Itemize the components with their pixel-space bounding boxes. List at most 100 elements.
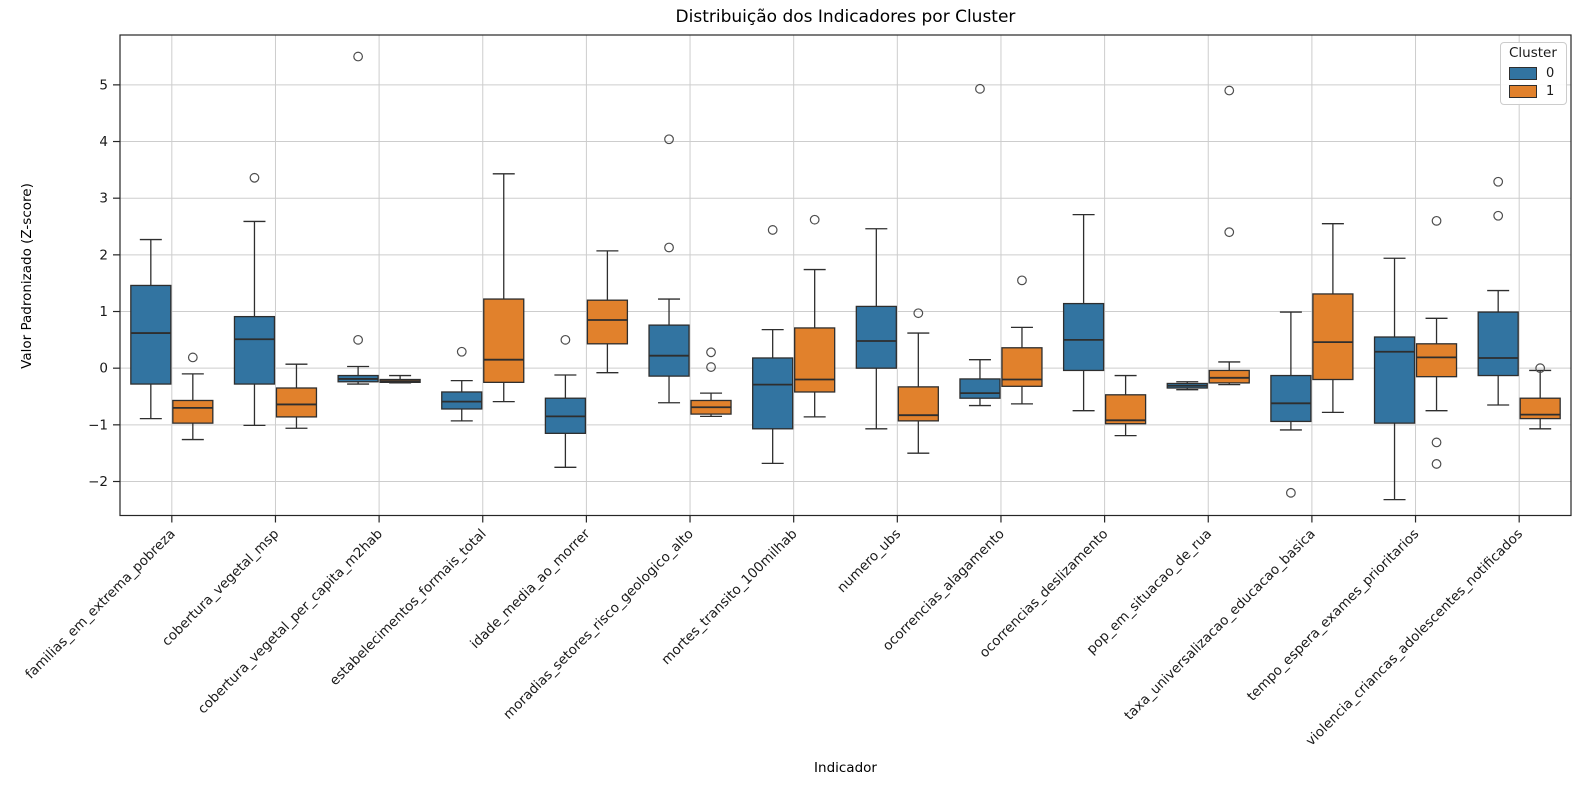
box-rect bbox=[275, 387, 318, 418]
outlier-icon bbox=[706, 347, 716, 358]
box-violencia_criancas_adolescentes_notificados-cluster-0 bbox=[1477, 176, 1519, 406]
x-tick-label: ocorrencias_alagamento bbox=[880, 526, 1008, 654]
y-tick-label: 3 bbox=[99, 191, 108, 207]
x-tick-label: cobertura_vegetal_msp bbox=[159, 526, 282, 649]
box-estabelecimentos_formais_total-cluster-1 bbox=[483, 173, 525, 403]
box-rect bbox=[1477, 311, 1519, 377]
outlier-icon bbox=[1224, 85, 1235, 96]
box-rect bbox=[648, 324, 690, 377]
box-cobertura_vegetal_msp-cluster-1 bbox=[275, 363, 318, 429]
box-rect bbox=[586, 299, 629, 345]
y-tick-label: 5 bbox=[99, 77, 108, 93]
x-tick-label: familias_em_extrema_pobreza bbox=[22, 526, 178, 682]
box-rect bbox=[752, 357, 794, 430]
x-tick-label: idade_media_ao_morrer bbox=[467, 526, 593, 652]
box-cobertura_vegetal_per_capita_m2hab-cluster-1 bbox=[379, 374, 421, 384]
x-axis-label: Indicador bbox=[814, 760, 877, 776]
legend-title: Cluster bbox=[1509, 45, 1557, 61]
box-tempo_espera_exames_prioritarios-cluster-0 bbox=[1373, 257, 1416, 501]
x-tick-label: tempo_espera_exames_prioritarios bbox=[1244, 526, 1422, 704]
box-pop_em_situacao_de_rua-cluster-0 bbox=[1166, 381, 1208, 391]
box-mortes_transito_100milhab-cluster-0 bbox=[752, 225, 794, 465]
y-tick-label: −2 bbox=[88, 474, 108, 490]
y-axis-ticks: −2 −1 0 1 2 3 4 5 bbox=[88, 77, 120, 490]
box-rect bbox=[483, 298, 525, 383]
legend-entry-label: 1 bbox=[1546, 83, 1555, 99]
box-rect bbox=[855, 305, 897, 369]
box-numero_ubs-cluster-1 bbox=[897, 308, 939, 454]
outlier-icon bbox=[1535, 363, 1546, 374]
box-pop_em_situacao_de_rua-cluster-1 bbox=[1208, 85, 1250, 386]
box-tempo_espera_exames_prioritarios-cluster-1 bbox=[1415, 215, 1458, 469]
box-rect bbox=[1104, 394, 1147, 425]
cluster-1-swatch-icon bbox=[1509, 84, 1537, 98]
box-rect bbox=[233, 315, 276, 385]
box-cobertura_vegetal_per_capita_m2hab-cluster-0 bbox=[337, 51, 379, 385]
series-cluster-1 bbox=[172, 85, 1561, 469]
box-rect bbox=[959, 378, 1001, 399]
box-mortes_transito_100milhab-cluster-1 bbox=[794, 214, 836, 418]
box-rect bbox=[172, 399, 214, 424]
box-rect bbox=[794, 327, 836, 393]
box-rect bbox=[1208, 369, 1250, 384]
box-rect bbox=[1001, 347, 1043, 387]
box-violencia_criancas_adolescentes_notificados-cluster-1 bbox=[1519, 363, 1561, 430]
outlier-icon bbox=[187, 352, 198, 363]
outlier-icon bbox=[664, 242, 674, 253]
x-tick-label: violencia_criancas_adolescentes_notifica… bbox=[1303, 526, 1526, 749]
box-rect bbox=[1312, 293, 1354, 381]
plot-border bbox=[119, 34, 1572, 517]
box-moradias_setores_risco_geologico_alto-cluster-0 bbox=[648, 134, 690, 404]
box-rect bbox=[1415, 343, 1458, 378]
outlier-icon bbox=[353, 51, 364, 62]
x-tick-label: cobertura_vegetal_per_capita_m2hab bbox=[195, 526, 386, 717]
y-axis-label: Valor Padronizado (Z-score) bbox=[19, 183, 35, 369]
box-familias_em_extrema_pobreza-cluster-1 bbox=[172, 352, 214, 441]
box-cobertura_vegetal_msp-cluster-0 bbox=[233, 172, 276, 427]
x-tick-label: moradias_setores_risco_geologico_alto bbox=[500, 526, 697, 723]
box-taxa_universalizacao_educacao_basica-cluster-1 bbox=[1312, 223, 1354, 414]
box-rect bbox=[130, 284, 172, 385]
box-ocorrencias_deslizamento-cluster-1 bbox=[1104, 374, 1147, 437]
x-axis-ticks: familias_em_extrema_pobrezacobertura_veg… bbox=[22, 515, 1526, 749]
box-rect bbox=[1519, 397, 1561, 420]
outlier-icon bbox=[1017, 275, 1027, 286]
box-estabelecimentos_formais_total-cluster-0 bbox=[441, 346, 483, 422]
outlier-icon bbox=[706, 362, 716, 372]
outlier-icon bbox=[353, 334, 364, 345]
box-idade_media_ao_morrer-cluster-0 bbox=[544, 334, 587, 468]
outlier-icon bbox=[1431, 437, 1442, 448]
legend-entry-cluster-0: 0 bbox=[1509, 65, 1557, 81]
legend-entry-label: 0 bbox=[1546, 65, 1555, 81]
outlier-icon bbox=[1493, 210, 1504, 221]
y-tick-label: 1 bbox=[99, 304, 108, 320]
legend: Cluster 0 1 bbox=[1500, 42, 1567, 105]
series-cluster-0 bbox=[130, 51, 1519, 501]
outlier-icon bbox=[560, 334, 571, 345]
outlier-icon bbox=[1493, 176, 1504, 187]
y-tick-label: 4 bbox=[99, 134, 108, 150]
outlier-icon bbox=[1224, 227, 1235, 238]
box-numero_ubs-cluster-0 bbox=[855, 228, 897, 430]
outlier-icon bbox=[913, 308, 924, 319]
box-ocorrencias_alagamento-cluster-0 bbox=[959, 83, 1001, 407]
box-ocorrencias_alagamento-cluster-1 bbox=[1001, 275, 1043, 405]
box-familias_em_extrema_pobreza-cluster-0 bbox=[130, 238, 172, 420]
chart-title: Distribuição dos Indicadores por Cluster bbox=[675, 7, 1016, 27]
outlier-icon bbox=[767, 225, 778, 235]
x-tick-label: taxa_universalizacao_educacao_basica bbox=[1121, 526, 1319, 724]
box-rect bbox=[441, 391, 483, 410]
y-tick-label: −1 bbox=[88, 417, 108, 433]
outlier-icon bbox=[809, 214, 820, 225]
outlier-icon bbox=[1285, 487, 1296, 498]
outlier-icon bbox=[664, 134, 674, 145]
cluster-0-swatch-icon bbox=[1509, 66, 1537, 80]
box-rect bbox=[1373, 336, 1416, 424]
outlier-icon bbox=[456, 346, 467, 357]
gridlines bbox=[120, 35, 1571, 516]
y-tick-label: 0 bbox=[99, 361, 108, 377]
outlier-icon bbox=[1431, 215, 1442, 226]
box-rect bbox=[1062, 302, 1105, 372]
box-moradias_setores_risco_geologico_alto-cluster-1 bbox=[690, 347, 732, 417]
